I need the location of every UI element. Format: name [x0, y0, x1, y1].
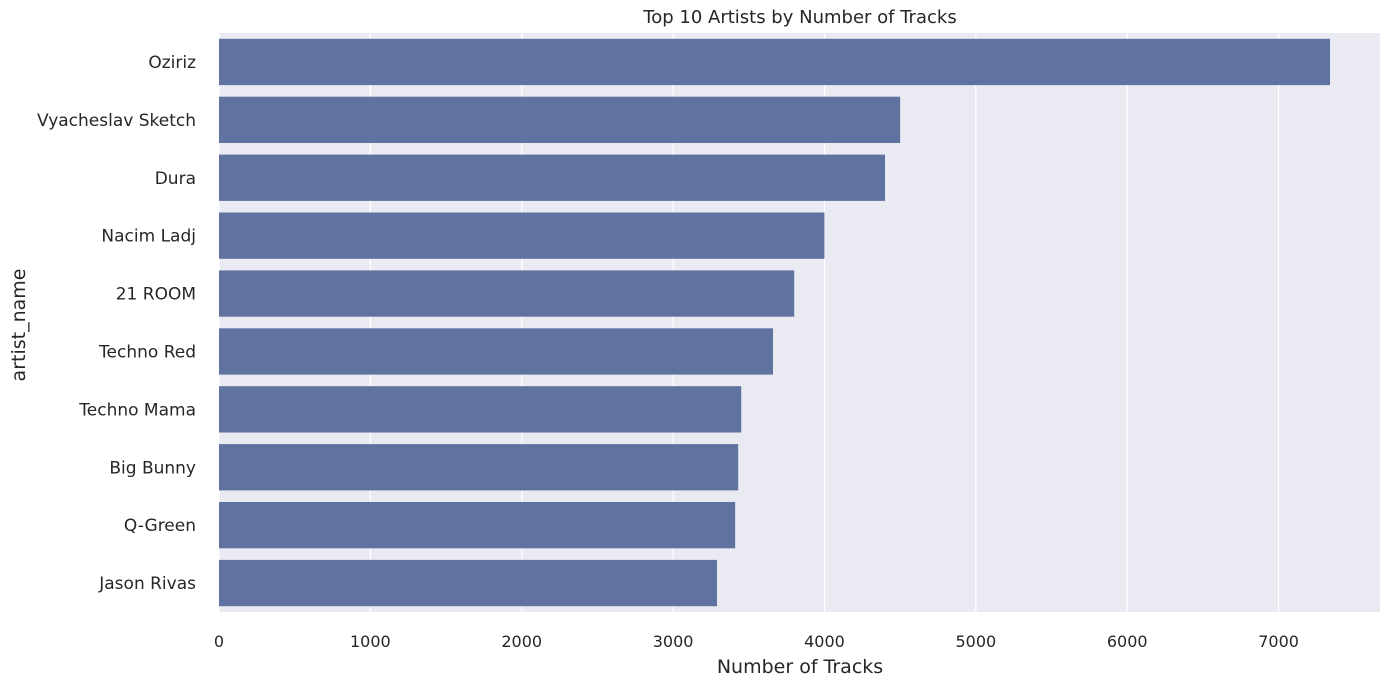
- x-tick-label: 1000: [350, 632, 391, 651]
- y-axis-label: artist_name: [8, 269, 30, 382]
- x-axis-label: Number of Tracks: [717, 656, 883, 678]
- bar: [219, 96, 901, 144]
- bar: [219, 501, 736, 549]
- bars: [219, 38, 1331, 607]
- x-tick-label: 7000: [1258, 632, 1299, 651]
- category-label: Techno Red: [98, 342, 196, 362]
- bar: [219, 559, 718, 607]
- x-tick-label: 2000: [501, 632, 542, 651]
- category-label: Dura: [155, 169, 196, 189]
- x-tick-label: 0: [214, 632, 224, 651]
- category-label: Oziriz: [148, 53, 196, 73]
- x-tick-label: 3000: [653, 632, 694, 651]
- category-label: Jason Rivas: [98, 574, 196, 594]
- bar: [219, 212, 825, 259]
- bar: [219, 154, 886, 201]
- bar: [219, 38, 1331, 86]
- x-tick-labels: 0 1000 2000 3000 4000 5000 6000 7000: [214, 632, 1299, 651]
- category-label: Techno Mama: [78, 400, 196, 420]
- category-label: Vyacheslav Sketch: [37, 111, 196, 131]
- chart-title: Top 10 Artists by Number of Tracks: [642, 7, 956, 28]
- category-labels: Oziriz Vyacheslav Sketch Dura Nacim Ladj 21 …: [37, 53, 196, 594]
- x-tick-label: 5000: [955, 632, 996, 651]
- category-label: Big Bunny: [109, 458, 196, 478]
- bar: [219, 444, 739, 491]
- bar: [219, 270, 795, 317]
- category-label: Nacim Ladj: [101, 227, 196, 247]
- x-tick-label: 4000: [804, 632, 845, 651]
- bar: [219, 386, 742, 433]
- x-tick-label: 6000: [1107, 632, 1148, 651]
- category-label: Q-Green: [124, 516, 196, 536]
- category-label: 21 ROOM: [116, 285, 196, 305]
- bar: [219, 328, 774, 375]
